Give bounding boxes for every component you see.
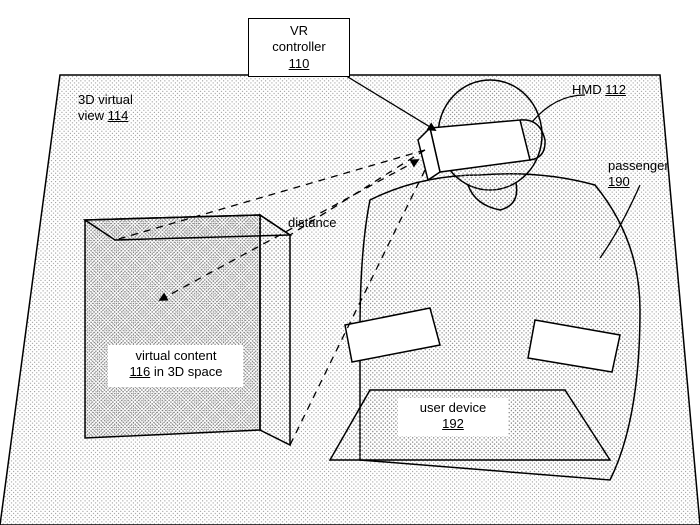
user-device-label: user device 192 [400, 400, 506, 433]
virtual-content-line1: virtual content [136, 348, 217, 363]
user-device-title: user device [420, 400, 486, 415]
vr-controller-label: VR controller 110 [248, 18, 350, 77]
passenger-title: passenger [608, 158, 669, 173]
virtual-content-ref: 116 [129, 364, 150, 379]
vr-controller-line2: controller [272, 39, 325, 54]
passenger-label: passenger 190 [608, 158, 669, 191]
distance-label: distance [288, 215, 336, 231]
virtual-content-line2: in 3D space [154, 364, 223, 379]
patent-figure [0, 0, 700, 525]
distance-title: distance [288, 215, 336, 230]
hmd-label: HMD 112 [572, 82, 626, 98]
hmd-title: HMD [572, 82, 602, 97]
hmd-ref: 112 [605, 82, 626, 97]
virtual-content-label: virtual content 116 in 3D space [112, 348, 240, 381]
virtual-content-screen [85, 215, 290, 445]
user-device-ref: 192 [442, 416, 464, 431]
view3d-line2: view [78, 108, 104, 123]
view3d-label: 3D virtual view 114 [78, 92, 133, 125]
vr-controller-ref: 110 [289, 56, 310, 71]
view3d-title: 3D virtual [78, 92, 133, 107]
vr-controller-title: VR [290, 23, 308, 38]
passenger-ref: 190 [608, 174, 630, 189]
view3d-ref: 114 [108, 108, 129, 123]
